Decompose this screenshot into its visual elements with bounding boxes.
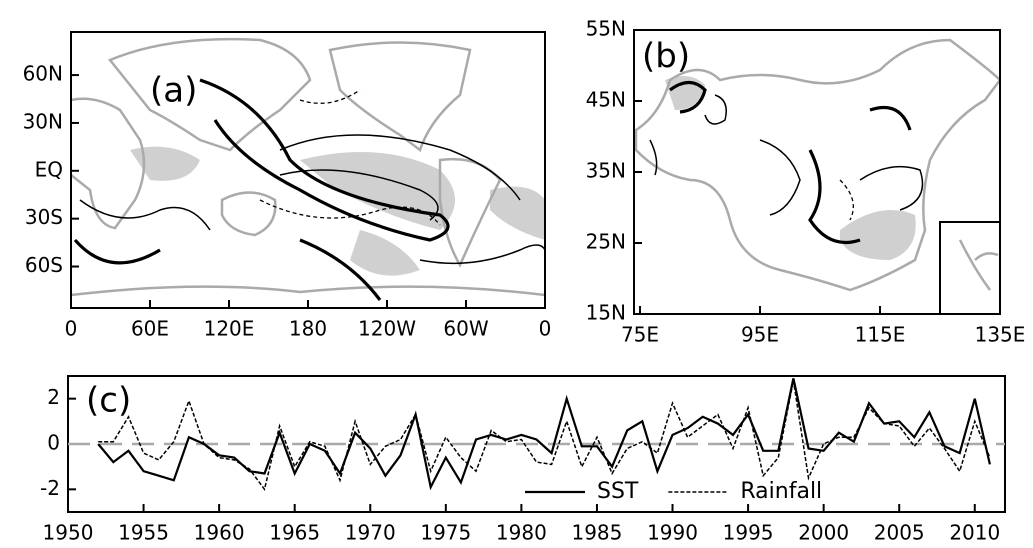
y-tick-label: 2 [47,385,60,409]
x-tick-label: 2010 [949,521,1000,545]
contour [279,169,439,221]
x-tick-label: 1960 [194,521,245,545]
x-tick-label: 1975 [420,521,471,545]
inset-box [939,221,1000,314]
series-line [97,378,991,491]
x-tick-label: 1965 [269,521,320,545]
contour [759,139,801,216]
contour [649,139,658,176]
x-tick-label: 0 [539,317,552,341]
y-tick-label: 0 [47,431,60,455]
contour [839,179,854,221]
contour [669,80,707,114]
y-tick-label: 60N [23,62,63,86]
x-tick-label: 135E [975,323,1026,347]
coastline [958,239,999,291]
x-tick-label: 0 [65,317,78,341]
x-tick-label: 120W [358,317,416,341]
map-b-contours [634,38,1000,314]
y-tick-label: 60S [25,253,63,277]
x-tick-label: 60E [131,317,169,341]
y-tick-label: 25N [586,230,626,254]
x-tick-label: 115E [855,323,906,347]
x-tick-label: 180 [289,317,327,341]
x-tick-label: 120E [204,317,255,341]
shaded-region [130,146,200,181]
panel-label: (b) [642,37,690,77]
contour [419,244,545,265]
contour [279,134,521,201]
contour [299,238,382,301]
x-tick-label: 1980 [496,521,547,545]
legend-label: SST [597,479,639,504]
contour [79,199,211,231]
contour [859,165,924,211]
map-a-contours [71,37,545,301]
y-tick-label: EQ [35,157,63,181]
shaded-region [490,186,545,240]
contour [808,149,861,245]
shaded-region [840,210,916,260]
x-tick-label: 1950 [43,521,94,545]
x-tick-label: 1970 [345,521,396,545]
x-tick-label: 95E [741,323,779,347]
panel-label: (a) [150,71,197,111]
contour [299,89,361,104]
contour [73,238,161,265]
coastline [71,285,545,297]
y-tick-label: 45N [586,88,626,112]
shaded-region [350,230,420,276]
x-tick-label: 1955 [118,521,169,545]
y-tick-label: 30N [23,109,63,133]
coastline [220,191,277,237]
contour [869,105,912,131]
y-tick-label: 55N [586,17,626,41]
coastline [71,97,146,230]
x-tick-label: 1990 [647,521,698,545]
y-tick-label: -2 [40,476,60,500]
x-tick-label: 1995 [723,521,774,545]
coastline [634,38,1000,292]
x-tick-label: 1985 [571,521,622,545]
legend-label: Rainfall [740,479,822,504]
coastline [328,41,472,153]
panel-label: (c) [86,381,131,421]
x-tick-label: 2005 [874,521,925,545]
contour [259,199,441,226]
y-tick-label: 15N [586,301,626,325]
contour [704,94,727,125]
x-tick-label: 60W [443,317,488,341]
coastline [107,37,312,152]
contour [199,78,450,242]
series-line [98,380,991,492]
x-tick-label: 75E [621,323,659,347]
y-tick-label: 35N [586,159,626,183]
y-tick-label: 30S [25,205,63,229]
x-tick-label: 2000 [798,521,849,545]
